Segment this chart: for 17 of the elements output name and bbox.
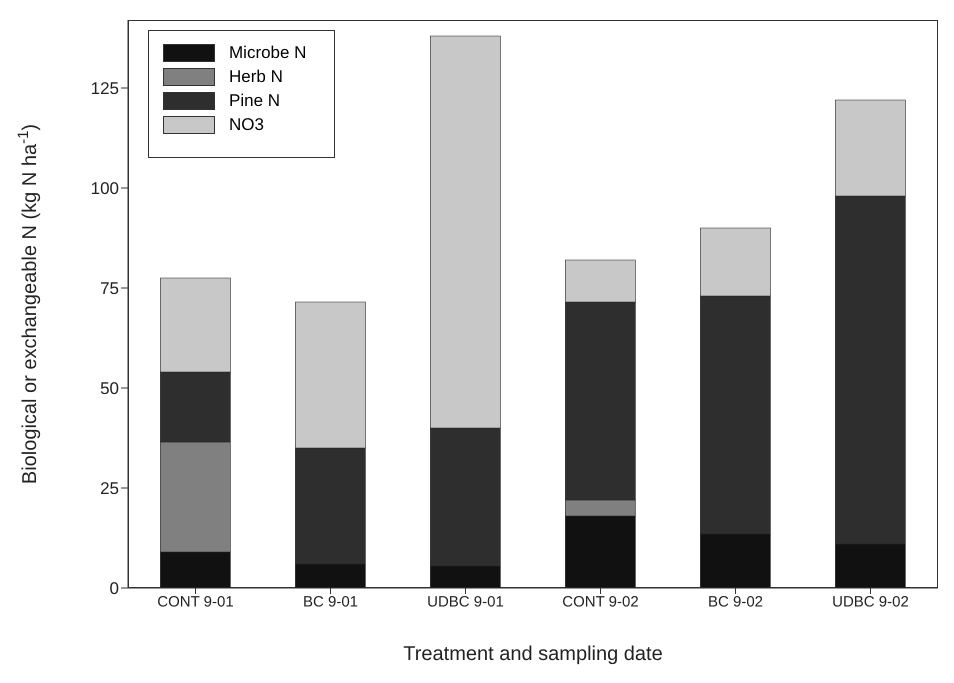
legend-label: Microbe N xyxy=(229,43,306,63)
y-tick-label: 0 xyxy=(110,579,119,598)
legend-label: NO3 xyxy=(229,115,264,135)
y-tick-label: 100 xyxy=(90,179,119,198)
y-tick-label: 75 xyxy=(100,279,119,298)
x-tick-label: CONT 9-01 xyxy=(157,594,234,611)
y-tick-label: 50 xyxy=(100,379,119,398)
x-tick-label: BC 9-02 xyxy=(708,594,764,611)
x-axis-title: Treatment and sampling date xyxy=(403,643,663,665)
y-tick-label: 25 xyxy=(100,479,119,498)
x-tick-label: UDBC 9-02 xyxy=(832,594,909,611)
legend-label: Pine N xyxy=(229,91,280,111)
x-tick-label: BC 9-01 xyxy=(302,594,358,611)
x-tick-label: CONT 9-02 xyxy=(562,594,639,611)
y-tick-label: 125 xyxy=(90,79,119,98)
legend-label: Herb N xyxy=(229,67,283,87)
x-tick-label: UDBC 9-01 xyxy=(427,594,504,611)
